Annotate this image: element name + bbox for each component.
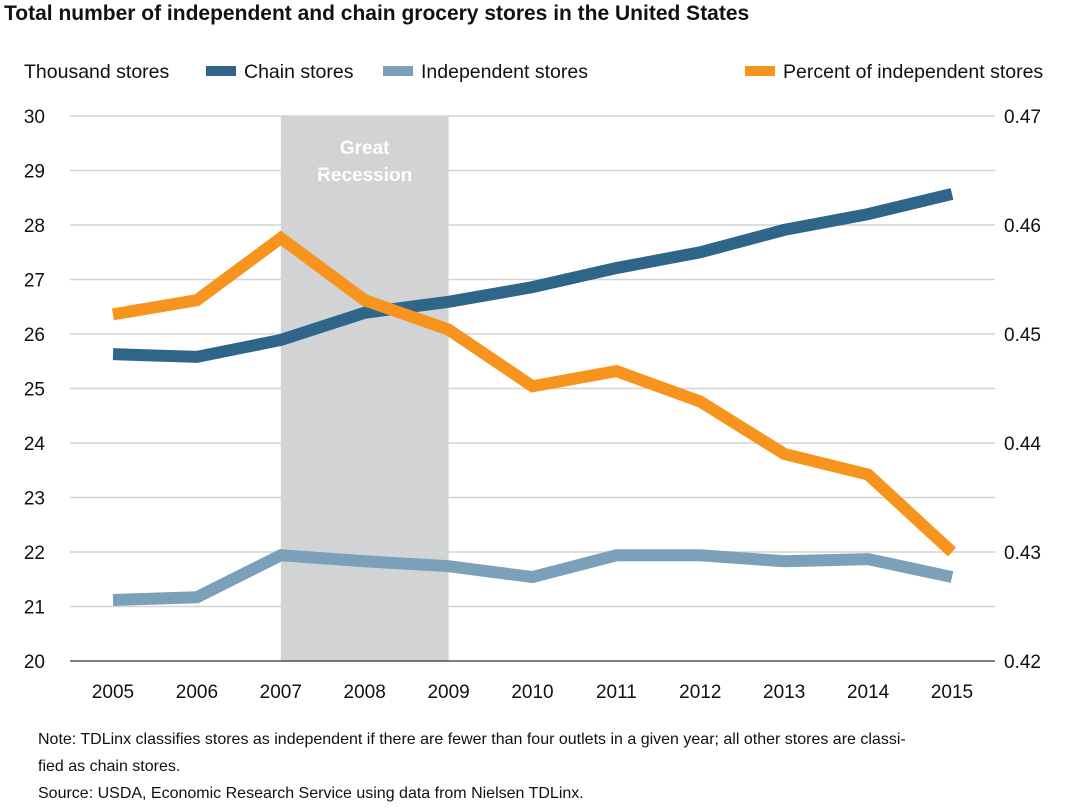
y-tick-label: 21 bbox=[24, 598, 45, 619]
y-tick-label: 29 bbox=[24, 162, 45, 183]
x-tick-label: 2009 bbox=[427, 682, 469, 703]
y-tick-label: 25 bbox=[24, 380, 45, 401]
x-tick-label: 2007 bbox=[260, 682, 302, 703]
x-tick-label: 2012 bbox=[679, 682, 721, 703]
x-tick-label: 2011 bbox=[596, 682, 637, 703]
y-tick-label: 22 bbox=[24, 543, 45, 564]
legend-percent: Percent of independent stores bbox=[745, 61, 1043, 84]
recession-label: Recession bbox=[317, 165, 412, 186]
y2-tick-label: 0.44 bbox=[1004, 434, 1041, 455]
recession-label: Great bbox=[340, 138, 390, 159]
x-tick-label: 2010 bbox=[511, 682, 553, 703]
x-tick-label: 2013 bbox=[763, 682, 805, 703]
note-line-2: fied as chain stores. bbox=[38, 758, 181, 775]
y-tick-label: 28 bbox=[24, 216, 45, 237]
y2-tick-label: 0.45 bbox=[1004, 325, 1041, 346]
legend-swatch-independent bbox=[383, 65, 413, 76]
series-line-1 bbox=[112, 549, 954, 606]
legend-chain: Chain stores bbox=[206, 61, 353, 84]
note-line-3: Source: USDA, Economic Research Service … bbox=[38, 785, 584, 802]
x-tick-label: 2008 bbox=[344, 682, 386, 703]
x-tick-label: 2014 bbox=[847, 682, 890, 703]
y-tick-label: 23 bbox=[24, 489, 45, 510]
x-tick-label: 2006 bbox=[176, 682, 218, 703]
y-tick-label: 27 bbox=[24, 271, 45, 292]
legend-label-percent: Percent of independent stores bbox=[783, 61, 1044, 83]
y2-tick-label: 0.47 bbox=[1004, 107, 1041, 128]
y-tick-label: 30 bbox=[24, 107, 45, 128]
y-tick-label: 20 bbox=[24, 652, 45, 673]
y2-tick-label: 0.43 bbox=[1004, 543, 1041, 564]
legend-independent: Independent stores bbox=[383, 61, 588, 84]
legend-label-independent: Independent stores bbox=[421, 61, 588, 83]
y-axis-label: Thousand stores bbox=[24, 61, 170, 83]
y2-tick-label: 0.42 bbox=[1004, 652, 1041, 673]
x-tick-label: 2015 bbox=[931, 682, 973, 703]
y2-tick-label: 0.46 bbox=[1004, 216, 1041, 237]
chart-plot: Great Recession 20 21 22 23 24 25 26 27 28 29 30 0.42… bbox=[24, 107, 1042, 703]
y-tick-label: 24 bbox=[24, 434, 46, 455]
y-tick-label: 26 bbox=[24, 325, 45, 346]
legend-label-chain: Chain stores bbox=[244, 61, 354, 83]
chart-title: Total number of independent and chain gr… bbox=[4, 2, 750, 25]
x-tick-label: 2005 bbox=[92, 682, 134, 703]
legend-swatch-percent bbox=[745, 65, 775, 76]
legend-swatch-chain bbox=[206, 65, 236, 76]
note-line-1: Note: TDLinx classifies stores as indepe… bbox=[38, 731, 906, 748]
